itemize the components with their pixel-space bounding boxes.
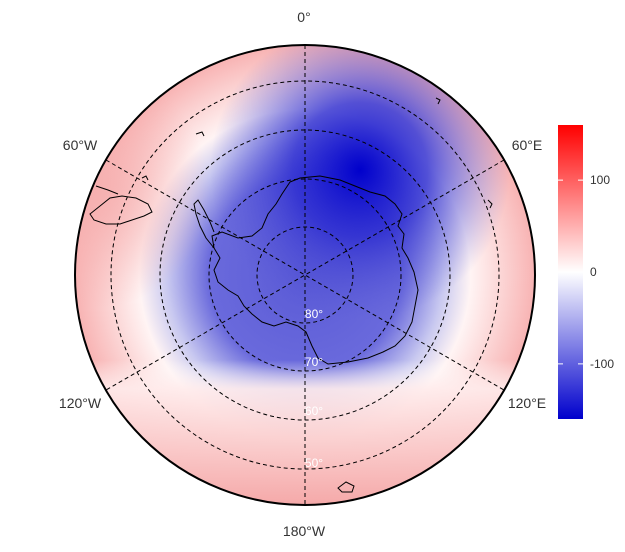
lon-label-bottom: 180°W	[283, 523, 326, 539]
lon-label-lower-left: 120°W	[59, 395, 102, 411]
lon-label-lower-right: 120°E	[508, 395, 546, 411]
south-america-coastline	[89, 195, 153, 225]
lon-label-upper-left: 60°W	[63, 137, 98, 153]
graticule	[105, 45, 505, 505]
colorbar: 100 0 -100	[558, 125, 614, 419]
colorbar-tick-label: -100	[590, 357, 614, 371]
colorbar-ticks: 100 0 -100	[558, 173, 614, 371]
colorbar-tick-label: 0	[590, 265, 597, 279]
island-5	[141, 175, 149, 181]
lon-label-upper-right: 60°E	[512, 137, 543, 153]
lat-label-80: 80°	[305, 307, 323, 321]
antarctica-coastline	[211, 175, 419, 365]
island-4	[195, 131, 205, 137]
colorbar-tick-label: 100	[590, 173, 610, 187]
lat-label-50: 50°	[305, 456, 323, 470]
lon-label-top: 0°	[297, 9, 310, 25]
map-border	[74, 44, 536, 506]
island-3	[435, 97, 441, 105]
antarctic-peninsula	[193, 199, 215, 249]
island-1	[337, 481, 355, 493]
lat-circle-60	[159, 129, 451, 421]
island-2	[487, 199, 493, 209]
south-america-outline	[95, 185, 119, 195]
lat-label-60: 60°	[305, 404, 323, 418]
lat-label-70: 70°	[305, 355, 323, 369]
